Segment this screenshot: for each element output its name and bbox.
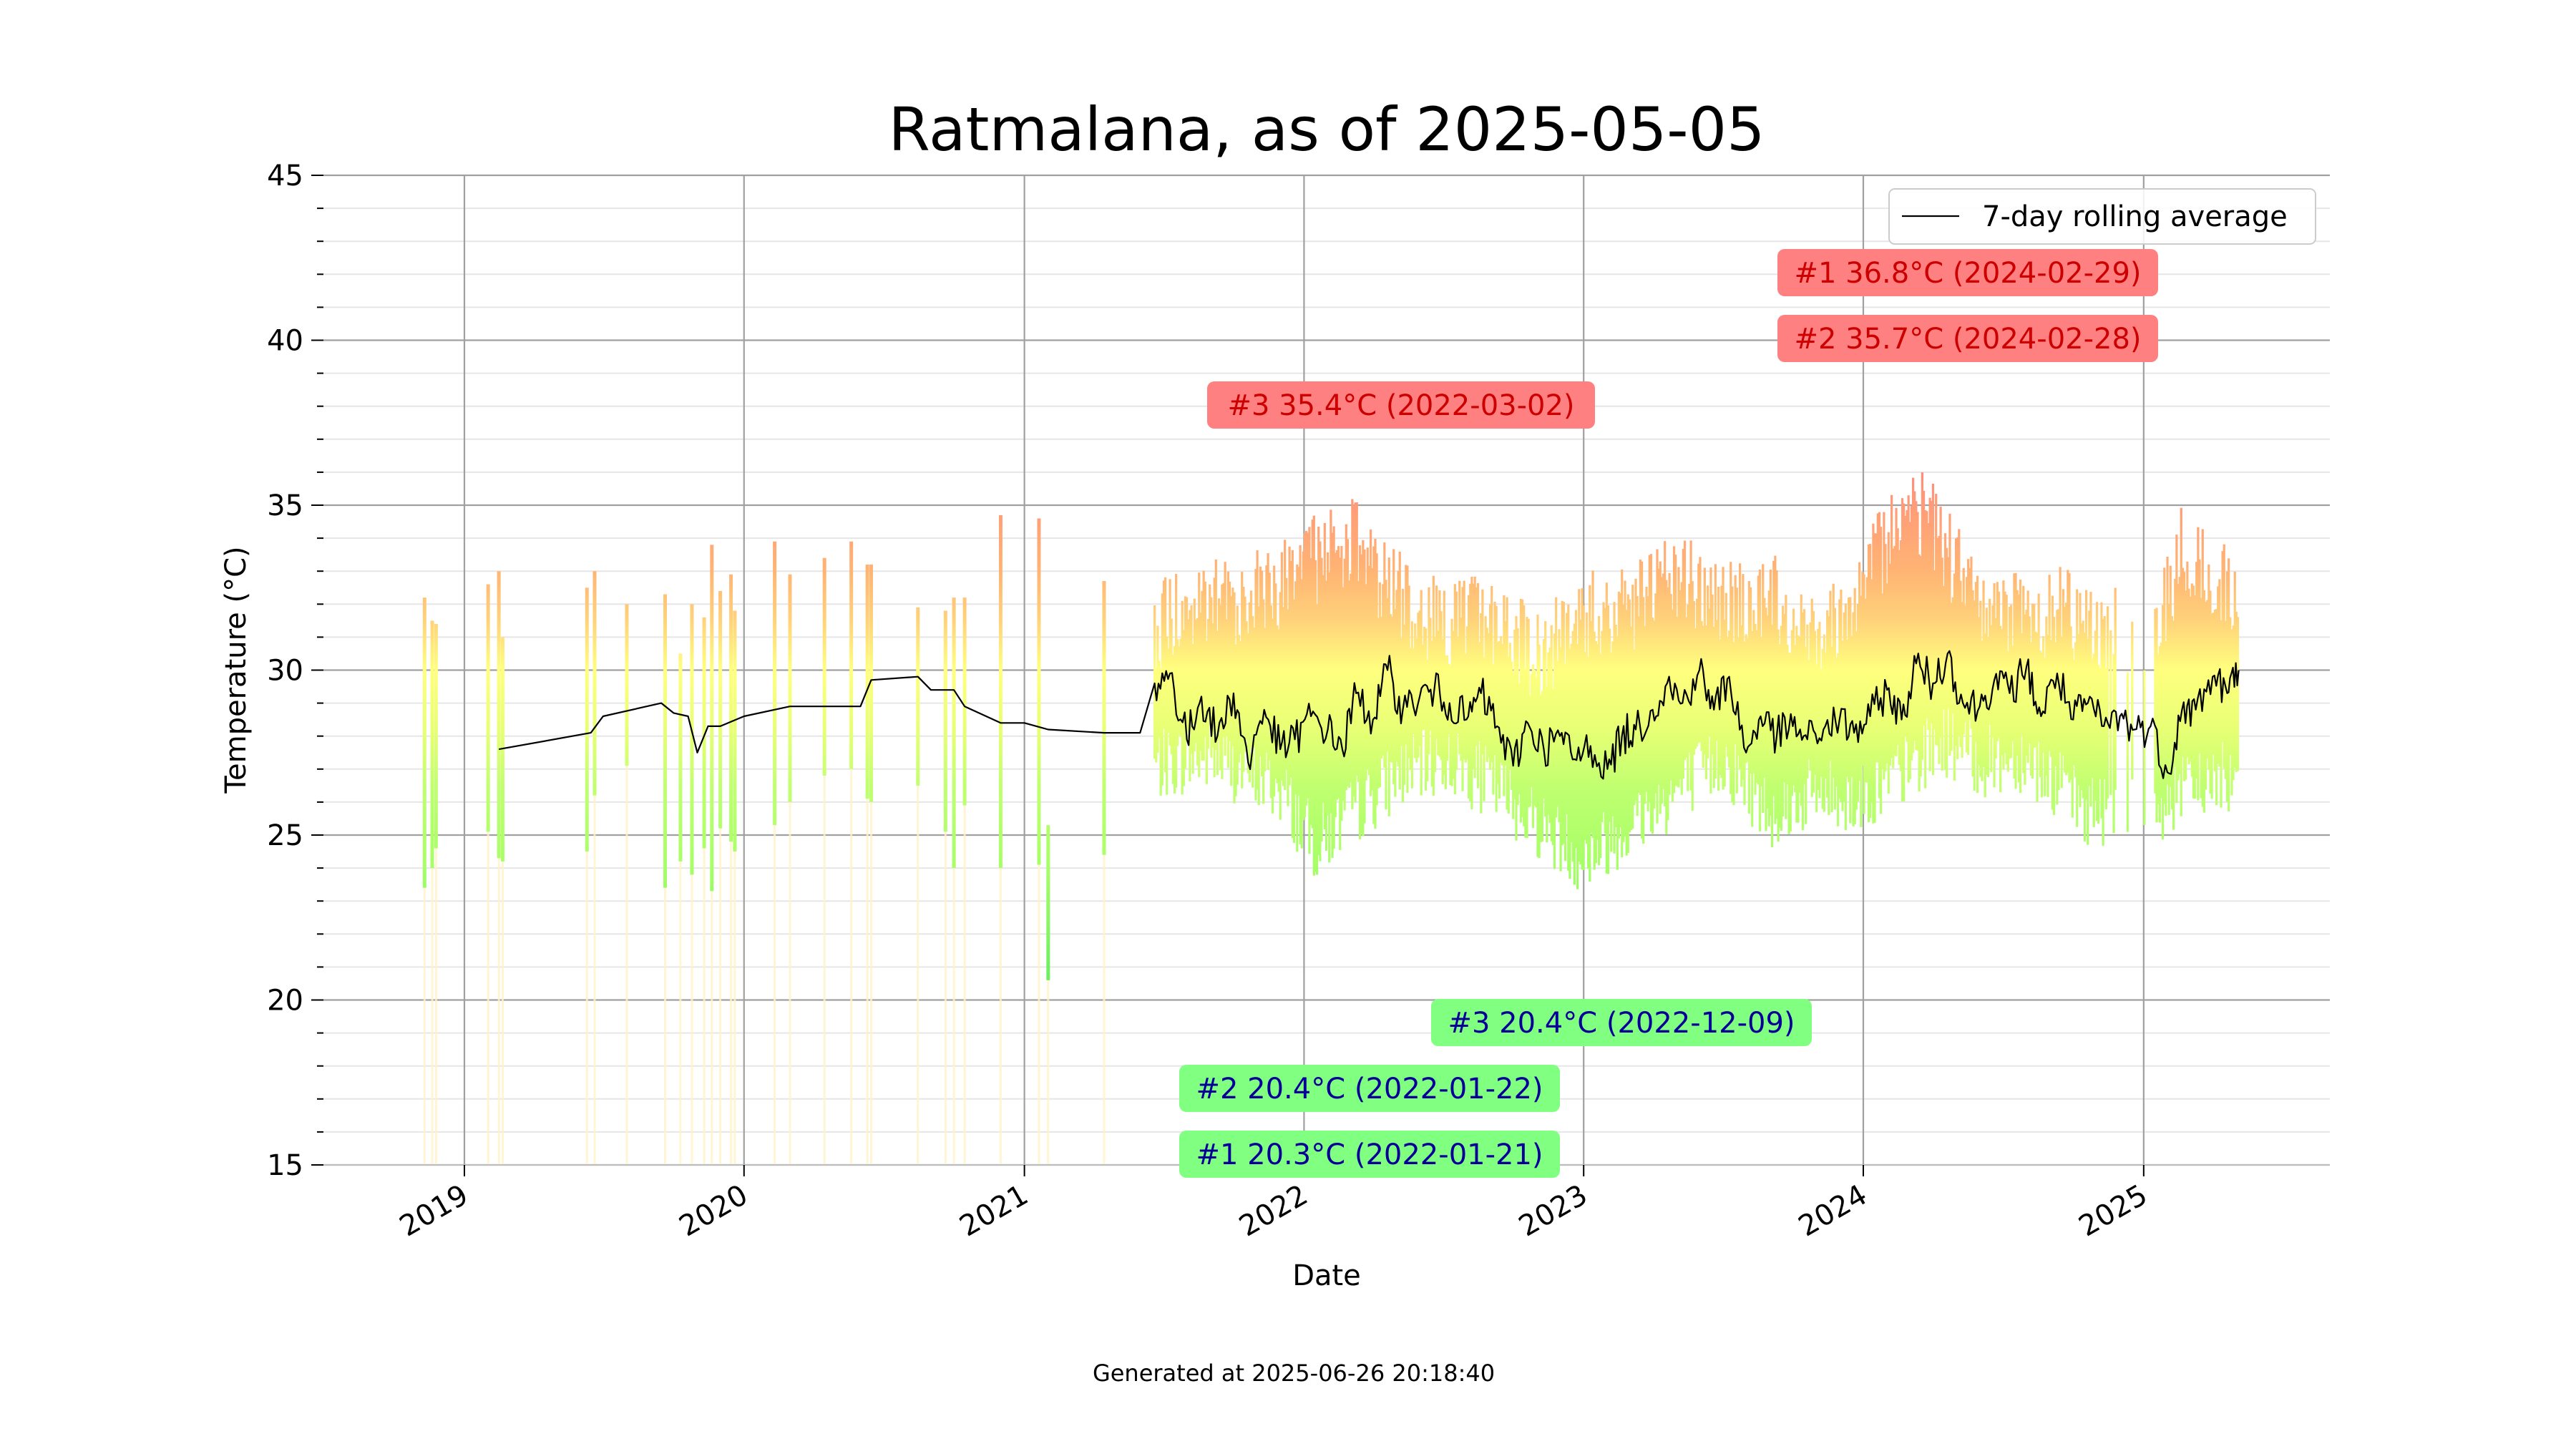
annotation-text: #2 35.7°C (2024-02-28) — [1794, 323, 2141, 356]
min-record-label: #2 20.4°C (2022-01-22) — [1179, 1065, 1560, 1112]
legend-entry: 7-day rolling average — [1982, 200, 2288, 233]
rolling-average-series-line — [499, 650, 2240, 780]
annotation-text: #2 20.4°C (2022-01-22) — [1196, 1073, 1543, 1106]
legend: 7-day rolling average — [1888, 188, 2316, 245]
annotation-box — [1777, 249, 2158, 296]
annotation-box — [1777, 315, 2158, 362]
min-record-label: #1 20.3°C (2022-01-21) — [1179, 1131, 1560, 1178]
y-tick-label: 45 — [267, 160, 303, 192]
rolling-average-line — [499, 650, 2240, 780]
min-record-label: #3 20.4°C (2022-12-09) — [1431, 999, 1812, 1046]
annotation-text: #1 36.8°C (2024-02-29) — [1794, 257, 2141, 290]
y-tick-label: 30 — [267, 655, 303, 688]
annotation-box — [1431, 999, 1812, 1046]
annotation-text: #3 20.4°C (2022-12-09) — [1448, 1007, 1795, 1040]
legend-box — [1888, 188, 2316, 245]
y-axis-label: Temperature (°C) — [220, 546, 253, 794]
annotation-box — [1179, 1131, 1560, 1178]
annotation-text: #3 35.4°C (2022-03-02) — [1227, 389, 1574, 422]
daily-range-bars — [422, 472, 2240, 1165]
max-record-label: #2 35.7°C (2024-02-28) — [1777, 315, 2158, 362]
record-annotations: #1 36.8°C (2024-02-29) #2 35.7°C (2024-02… — [1179, 249, 2158, 1178]
y-tick-label: 35 — [267, 489, 303, 522]
chart-title: Ratmalana, as of 2025-05-05 — [889, 94, 1765, 165]
generated-timestamp: Generated at 2025-06-26 20:18:40 — [1093, 1360, 1495, 1387]
max-record-label: #1 36.8°C (2024-02-29) — [1777, 249, 2158, 296]
y-tick-label: 15 — [267, 1149, 303, 1182]
y-tick-label: 20 — [267, 985, 303, 1018]
annotation-box — [1207, 381, 1595, 429]
annotation-text: #1 20.3°C (2022-01-21) — [1196, 1138, 1543, 1171]
annotation-box — [1179, 1065, 1560, 1112]
y-tick-label: 40 — [267, 325, 303, 358]
x-axis-label: Date — [1292, 1259, 1361, 1292]
max-record-label: #3 35.4°C (2022-03-02) — [1207, 381, 1595, 429]
y-tick-label: 25 — [267, 819, 303, 852]
